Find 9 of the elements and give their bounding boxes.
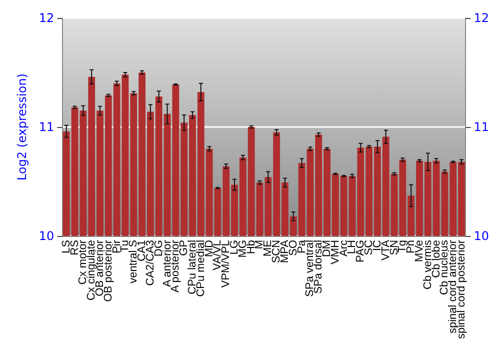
x-tick-label: A posterior [170,240,182,293]
x-tick-label: Tg [396,240,409,253]
y-axis-title: Log2 (expression) [15,73,29,180]
y-tick-label: 12 [38,11,54,25]
y2-tick-label: 11 [474,120,490,134]
y-tick-label: 11 [38,120,54,134]
y2-tick-label: 10 [474,228,490,243]
y-tick-label: 10 [38,228,54,243]
y2-tick-label: 12 [474,11,490,25]
